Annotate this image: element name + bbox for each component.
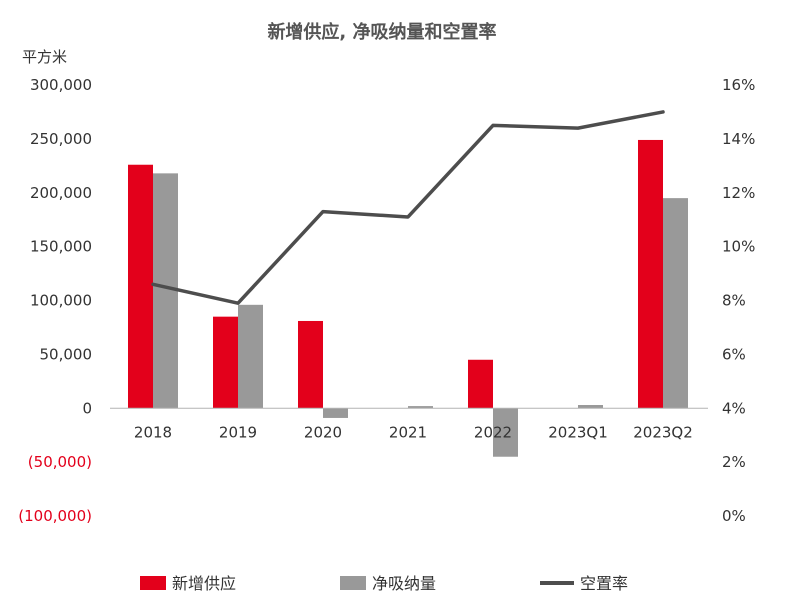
left-axis-tick-label: 150,000 [30, 238, 92, 256]
right-axis-tick-label: 2% [722, 453, 746, 471]
right-axis: 16% 14% 12% 10% 8% 6% 4% 2% 0% [722, 76, 755, 525]
x-axis-tick-label: 2023Q2 [633, 423, 693, 441]
x-axis-tick-label: 2018 [134, 423, 172, 441]
x-axis-tick-label: 2019 [219, 423, 257, 441]
supply-bar [128, 164, 153, 409]
right-axis-tick-label: 4% [722, 399, 746, 417]
left-axis-tick-label: 250,000 [30, 130, 92, 148]
bar-series-group [128, 139, 688, 457]
legend: 新增供应 净吸纳量 空置率 [140, 574, 628, 593]
left-axis-tick-label: 200,000 [30, 184, 92, 202]
right-axis-tick-label: 16% [722, 76, 755, 94]
x-axis-tick-label: 2020 [304, 423, 342, 441]
left-axis-tick-label: 50,000 [40, 345, 93, 363]
left-axis-unit-label: 平方米 [22, 48, 67, 66]
legend-label: 空置率 [580, 574, 628, 593]
left-axis: 300,000 250,000 200,000 150,000 100,000 50,00… [18, 76, 92, 525]
absorption-bar [153, 173, 178, 409]
right-axis-tick-label: 6% [722, 345, 746, 363]
legend-swatch [340, 576, 366, 590]
x-axis: 2018 2019 2020 2021 2022 2023Q1 2023Q2 [134, 423, 693, 441]
absorption-bar [663, 198, 688, 409]
absorption-bar [238, 304, 263, 409]
absorption-bar [408, 406, 433, 409]
legend-label: 新增供应 [172, 574, 236, 593]
legend-label: 净吸纳量 [372, 574, 436, 593]
legend-swatch [140, 576, 166, 590]
left-axis-tick-label: (100,000) [18, 507, 92, 525]
chart-title: 新增供应, 净吸纳量和空置率 [267, 21, 496, 43]
x-axis-tick-label: 2022 [474, 423, 512, 441]
absorption-bar [493, 408, 518, 457]
right-axis-tick-label: 10% [722, 238, 755, 256]
left-axis-tick-label: 0 [82, 399, 92, 417]
right-axis-tick-label: 12% [722, 184, 755, 202]
supply-bar [638, 139, 663, 409]
right-axis-tick-label: 14% [722, 130, 755, 148]
right-axis-tick-label: 0% [722, 507, 746, 525]
vacancy-rate-line [151, 110, 665, 305]
supply-bar [468, 359, 493, 409]
absorption-bar [578, 405, 603, 409]
left-axis-tick-label: 300,000 [30, 76, 92, 94]
supply-bar [298, 320, 323, 409]
left-axis-tick-label: (50,000) [28, 453, 92, 471]
left-axis-tick-label: 100,000 [30, 292, 92, 310]
supply-bar [213, 316, 238, 409]
x-axis-tick-label: 2023Q1 [548, 423, 608, 441]
absorption-bar [323, 408, 348, 418]
x-axis-tick-label: 2021 [389, 423, 427, 441]
right-axis-tick-label: 8% [722, 292, 746, 310]
line-series-group [151, 110, 665, 305]
